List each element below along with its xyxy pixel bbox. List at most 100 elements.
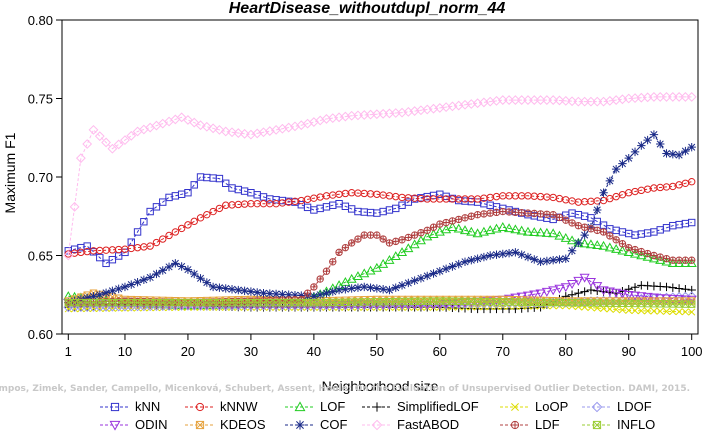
data-point: [611, 288, 622, 298]
data-point: [518, 298, 526, 306]
legend-label: SimplifiedLOF: [397, 399, 479, 414]
data-point: [391, 283, 400, 292]
data-point: [83, 242, 91, 250]
data-point: [505, 298, 513, 306]
data-point: [598, 286, 609, 296]
data-point: [417, 229, 425, 236]
x-tick-label: 30: [244, 344, 258, 359]
data-point: [385, 285, 394, 295]
data-point: [272, 299, 280, 307]
data-point: [329, 258, 336, 265]
data-point: [587, 225, 595, 233]
data-point: [379, 235, 387, 243]
data-point: [574, 238, 583, 248]
data-point: [688, 218, 696, 227]
data-point: [101, 137, 111, 148]
data-point: [234, 185, 243, 194]
legend-marker: [591, 401, 603, 413]
data-point: [486, 209, 494, 217]
data-point: [631, 246, 639, 253]
legend-item-inflo: INFLO: [582, 417, 655, 432]
data-point: [126, 130, 137, 141]
data-point: [416, 274, 426, 283]
data-point: [429, 295, 438, 304]
legend-item-kdeos: KDEOS: [185, 417, 266, 432]
data-point: [215, 299, 223, 307]
data-point: [567, 235, 578, 245]
data-point: [555, 255, 564, 264]
data-point: [367, 231, 374, 239]
chart-title: HeartDisease_withoutdupl_norm_44: [229, 0, 506, 17]
data-point: [644, 300, 652, 308]
data-point: [537, 210, 544, 218]
data-point: [630, 283, 640, 292]
data-point: [668, 150, 678, 159]
data-point: [593, 205, 602, 215]
data-point: [441, 224, 452, 234]
data-point: [580, 287, 589, 296]
legend-item-knnw: kNNW: [185, 399, 258, 414]
data-point: [612, 226, 620, 235]
data-point: [606, 305, 614, 313]
legend-marker: [195, 402, 205, 412]
data-point: [629, 291, 641, 301]
data-point: [304, 289, 311, 297]
data-point: [606, 299, 614, 307]
data-point: [214, 124, 225, 135]
data-point: [442, 219, 450, 226]
data-point: [309, 292, 319, 301]
data-point: [562, 297, 570, 305]
x-tick-label: 70: [496, 344, 510, 359]
legend-marker: [372, 402, 382, 412]
data-point: [517, 250, 526, 259]
data-point: [637, 299, 645, 308]
legend-marker: [110, 402, 120, 412]
data-point: [158, 266, 167, 275]
data-point: [171, 228, 180, 236]
legend-marker: [592, 420, 602, 430]
data-point: [669, 300, 677, 308]
y-tick-label: 0.80: [28, 13, 53, 28]
data-point: [436, 220, 444, 228]
data-point: [315, 290, 325, 299]
data-point: [428, 229, 439, 239]
data-point: [662, 149, 671, 158]
data-point: [63, 250, 74, 261]
data-point: [334, 285, 344, 295]
data-point: [498, 249, 507, 259]
data-point: [284, 290, 293, 299]
data-point: [599, 299, 608, 307]
data-point: [516, 225, 527, 235]
data-point: [434, 226, 445, 236]
data-point: [624, 285, 633, 294]
data-point: [171, 299, 179, 307]
data-point: [523, 252, 533, 262]
data-point: [203, 299, 211, 307]
data-point: [688, 178, 696, 186]
data-point: [108, 299, 116, 307]
data-point: [253, 299, 261, 307]
data-point: [631, 299, 639, 308]
x-tick-label: 20: [181, 344, 195, 359]
data-point: [511, 248, 520, 257]
data-point: [430, 224, 437, 231]
data-point: [120, 282, 130, 292]
data-point: [511, 298, 519, 306]
data-point: [512, 209, 519, 216]
data-point: [656, 307, 664, 315]
data-point: [297, 299, 305, 307]
data-point: [239, 128, 250, 139]
data-point: [535, 289, 546, 299]
data-point: [190, 299, 198, 307]
data-point: [485, 251, 495, 260]
data-point: [688, 257, 695, 264]
data-point: [619, 240, 626, 247]
data-point: [556, 214, 563, 221]
data-point: [636, 250, 647, 260]
data-point: [234, 299, 242, 307]
data-point: [348, 298, 356, 306]
data-point: [177, 224, 186, 233]
data-point: [385, 298, 393, 306]
data-point: [688, 300, 696, 308]
data-point: [385, 295, 393, 304]
